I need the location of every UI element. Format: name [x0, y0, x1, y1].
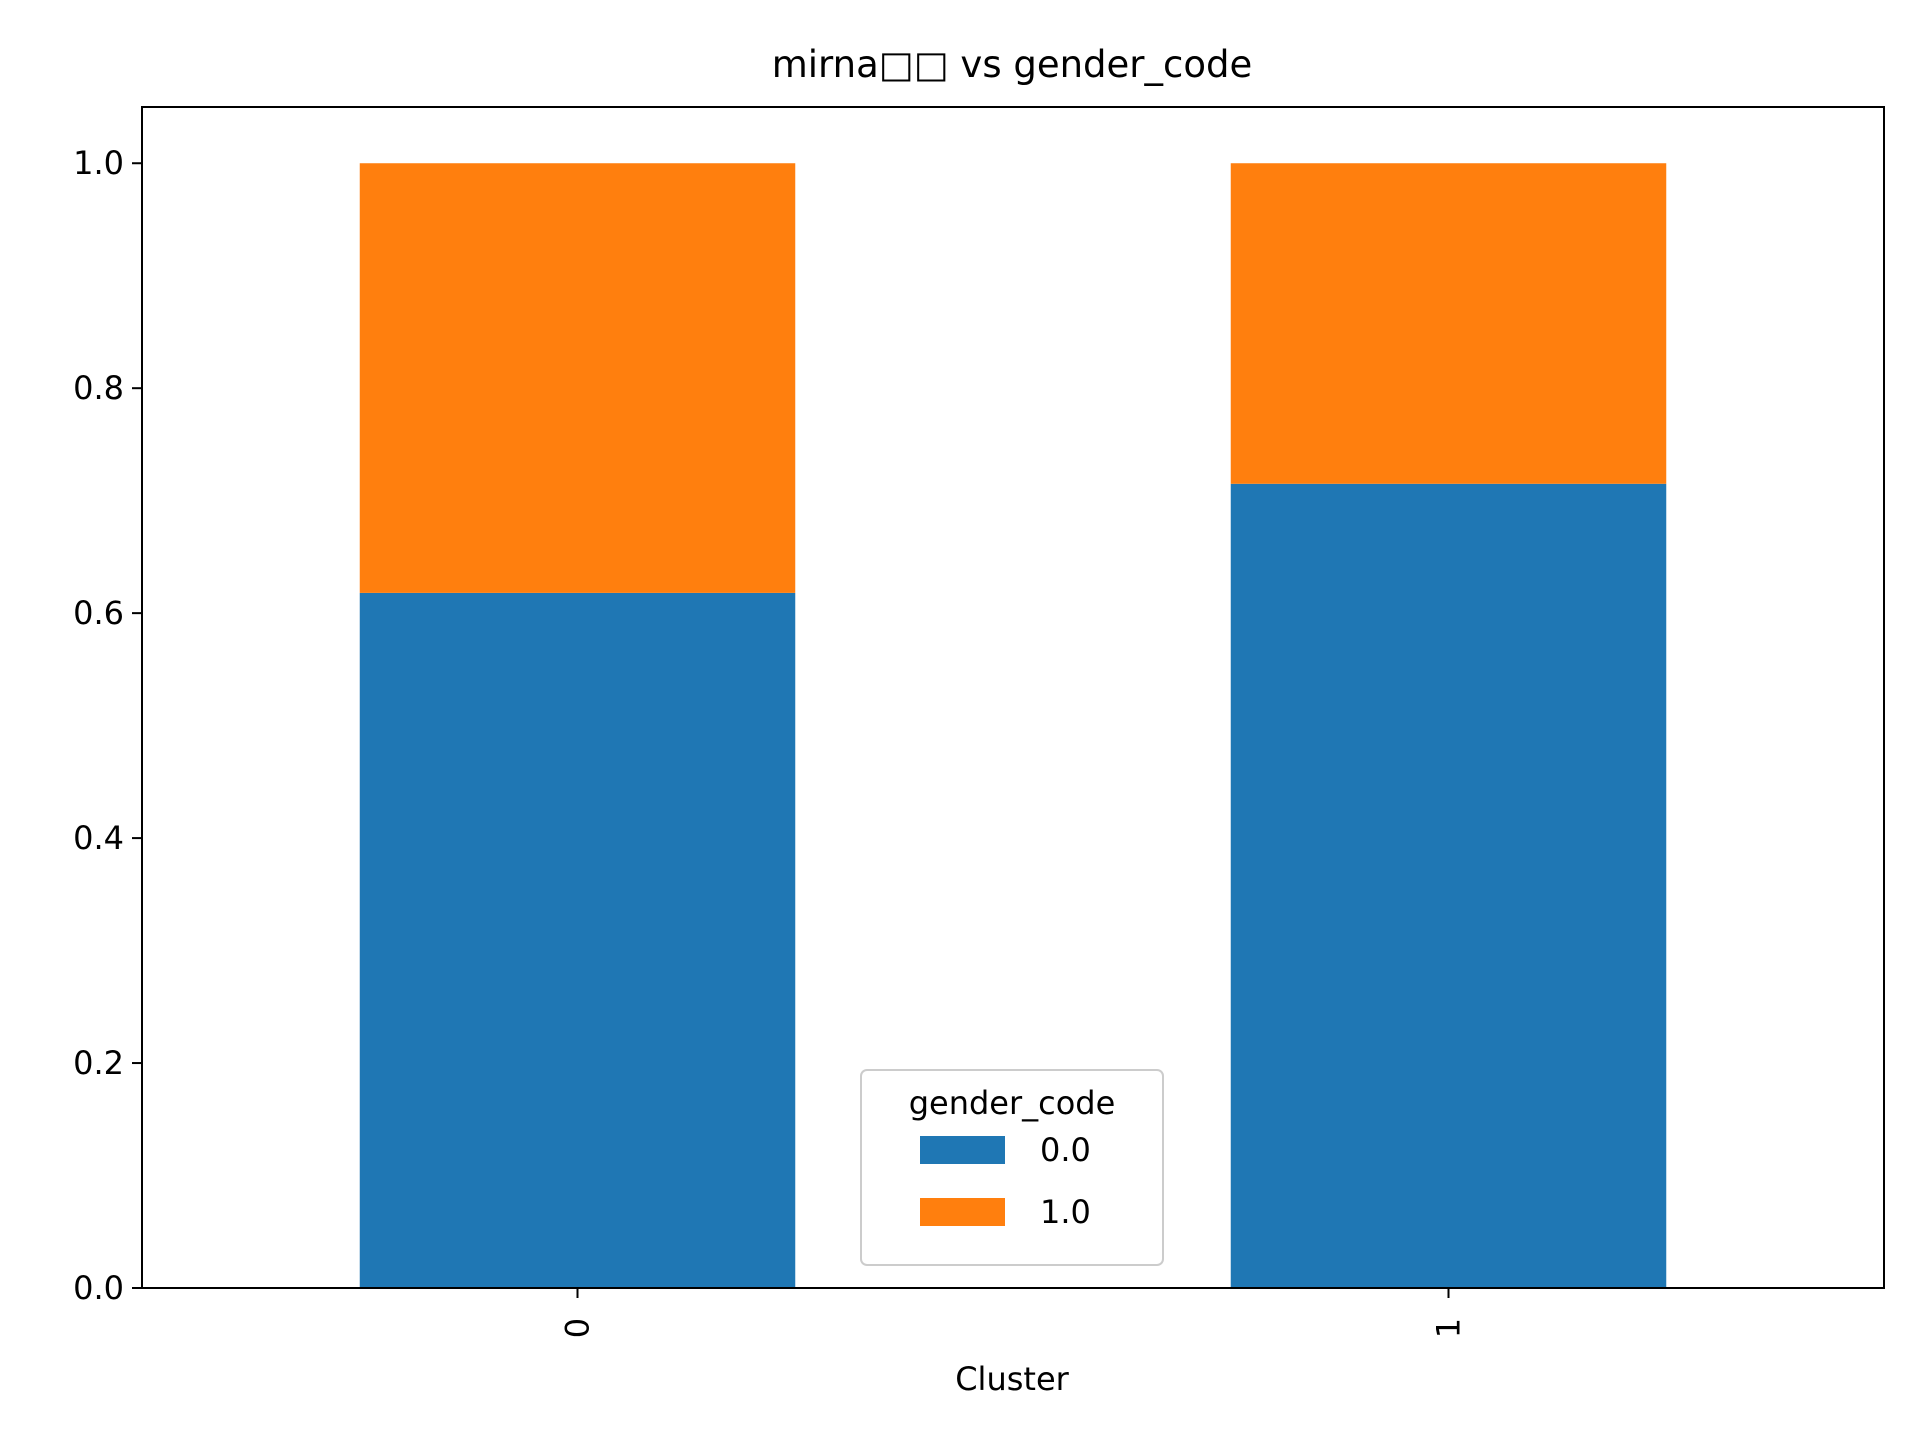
bar-cluster-1-series-1	[1230, 163, 1667, 484]
y-tick-label: 0.6	[73, 594, 124, 632]
x-tick-label: 0	[559, 1318, 597, 1338]
y-tick-label: 1.0	[73, 144, 124, 182]
bar-cluster-0-series-0	[359, 592, 796, 1288]
legend-swatch	[920, 1198, 1005, 1226]
bar-cluster-1-series-0	[1230, 483, 1667, 1288]
legend-entries: 0.0 1.0	[920, 1131, 1091, 1231]
bars-layer	[359, 163, 1667, 1288]
legend: gender_code 0.0 1.0	[860, 1069, 1164, 1266]
y-tick-label: 0.0	[73, 1269, 124, 1307]
bar-cluster-0-series-1	[359, 163, 796, 593]
legend-label: 1.0	[1040, 1193, 1091, 1231]
legend-label: 0.0	[1040, 1131, 1091, 1169]
y-tick-label: 0.2	[73, 1044, 124, 1082]
y-tick-label: 0.4	[73, 819, 124, 857]
y-axis: 0.0 0.2 0.4 0.6 0.8 1.0	[73, 144, 142, 1307]
chart-title: mirna□□ vs gender_code	[772, 43, 1253, 86]
x-tick-label: 1	[1430, 1318, 1468, 1338]
y-tick-label: 0.8	[73, 369, 124, 407]
legend-title: gender_code	[909, 1084, 1116, 1122]
legend-swatch	[920, 1136, 1005, 1164]
x-axis-label: Cluster	[955, 1360, 1069, 1398]
plot-frame	[141, 106, 1885, 1289]
